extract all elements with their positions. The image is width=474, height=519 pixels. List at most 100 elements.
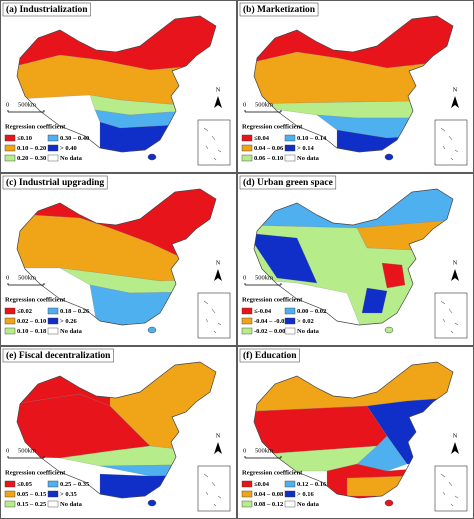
inset-islands — [203, 300, 222, 334]
scale-bar — [244, 110, 282, 113]
legend-label: 0.08 – 0.12 — [254, 501, 283, 508]
legend-label: No data — [297, 328, 320, 335]
coefficient-zone — [361, 287, 388, 314]
scale-bar — [244, 283, 282, 286]
title-box — [2, 348, 114, 363]
legend-title: Regression coefficient — [242, 296, 303, 303]
legend-label: 0.25 – 0.35 — [60, 481, 90, 488]
legend-label: 0.10 – 0.14 — [297, 135, 327, 142]
inset-islands — [440, 127, 459, 161]
hainan — [147, 153, 157, 161]
legend-label: 0.10 – 0.20 — [17, 145, 46, 152]
legend-label: -0.02 – 0.00 — [254, 328, 285, 335]
legend-swatch — [4, 134, 16, 142]
map-panel: N (d) Urban green space 0 500km Regression c… — [237, 173, 474, 346]
coefficient-zone — [381, 262, 406, 289]
legend-label: No data — [60, 501, 83, 508]
inset-box — [434, 292, 468, 339]
legend-label: ≤0.05 — [17, 481, 33, 488]
legend-label: 0.15 – 0.25 — [17, 501, 47, 508]
legend-swatch — [241, 154, 253, 162]
legend-swatch — [284, 154, 296, 162]
scale-start: 0 — [243, 101, 246, 108]
legend-swatch — [4, 480, 16, 488]
hainan — [384, 326, 394, 334]
hainan — [147, 326, 157, 334]
legend-swatch — [4, 154, 16, 162]
north-label: N — [216, 432, 221, 439]
scale-bar — [244, 456, 282, 459]
country-outline — [253, 188, 454, 326]
legend-label: 0.04 – 0.08 — [254, 491, 284, 498]
legend-label: 0.02 – 0.10 — [17, 318, 46, 325]
panel-title: (d) Urban green space — [243, 177, 333, 188]
scale-bar — [7, 110, 45, 113]
legend-label: > 0.35 — [60, 491, 77, 498]
legend-label: No data — [297, 155, 320, 162]
legend-label: 0.18 – 0.26 — [60, 308, 90, 315]
legend-label: No data — [60, 155, 83, 162]
legend-label: 0.00 – 0.02 — [297, 308, 326, 315]
legend-swatch — [4, 327, 16, 335]
legend-swatch — [284, 327, 296, 335]
scale-end: 500km — [18, 101, 36, 108]
inset-islands — [203, 127, 222, 161]
legend-label: 0.05 – 0.15 — [17, 491, 47, 498]
legend-swatch — [47, 317, 59, 325]
inset-box — [197, 119, 231, 166]
legend-swatch — [4, 500, 16, 508]
legend-label: ≤0.02 — [17, 308, 32, 315]
legend-label: > 0.02 — [297, 318, 314, 325]
country-outline — [16, 15, 217, 153]
legend-swatch — [47, 480, 59, 488]
title-box — [239, 348, 300, 363]
scale-end: 500km — [18, 447, 36, 454]
inset-box — [434, 465, 468, 512]
legend-swatch — [241, 317, 253, 325]
legend-label: No data — [60, 328, 83, 335]
map-panel: N (b) Marketization 0 500km Regression coeff… — [237, 0, 474, 173]
north-label: N — [216, 86, 221, 93]
legend-swatch — [284, 134, 296, 142]
legend-swatch — [47, 490, 59, 498]
scale-start: 0 — [6, 447, 9, 454]
legend-label: ≤0.10 — [17, 135, 32, 142]
scale-bar — [7, 283, 45, 286]
inset-islands — [440, 473, 459, 507]
panel-title: (f) Education — [243, 350, 297, 361]
panel-title: (c) Industrial upgrading — [6, 177, 104, 188]
legend-swatch — [4, 317, 16, 325]
legend-label: -0.04 – -0.02 — [254, 318, 288, 325]
north-label: N — [453, 86, 458, 93]
scale-end: 500km — [255, 447, 273, 454]
inset-box — [197, 465, 231, 512]
title-box — [2, 2, 91, 17]
hainan — [384, 153, 394, 161]
scale-end: 500km — [18, 274, 36, 281]
scale-end: 500km — [255, 101, 273, 108]
legend-swatch — [4, 144, 16, 152]
legend-label: ≤0.04 — [254, 481, 270, 488]
hainan — [147, 499, 157, 507]
north-label: N — [453, 259, 458, 266]
legend-swatch — [47, 500, 59, 508]
panel-title: (b) Marketization — [243, 4, 316, 15]
map-panel: N (a) Industrialization 0 500km Regression c… — [0, 0, 237, 173]
scale-start: 0 — [6, 101, 9, 108]
legend-swatch — [284, 500, 296, 508]
map-panel: N (e) Fiscal decentralization 0 500km Regres… — [0, 346, 237, 519]
legend-label: No data — [297, 501, 320, 508]
legend-label: > 0.14 — [297, 145, 314, 152]
north-label: N — [216, 259, 221, 266]
legend-label: 0.06 – 0.10 — [254, 155, 283, 162]
coefficient-zone — [254, 232, 318, 284]
legend-title: Regression coefficient — [5, 469, 66, 476]
legend-swatch — [47, 307, 59, 315]
country-outline — [253, 361, 454, 499]
legend-swatch — [241, 134, 253, 142]
title-box — [239, 2, 319, 17]
legend-swatch — [284, 317, 296, 325]
north-arrow — [214, 96, 222, 108]
legend-swatch — [47, 327, 59, 335]
